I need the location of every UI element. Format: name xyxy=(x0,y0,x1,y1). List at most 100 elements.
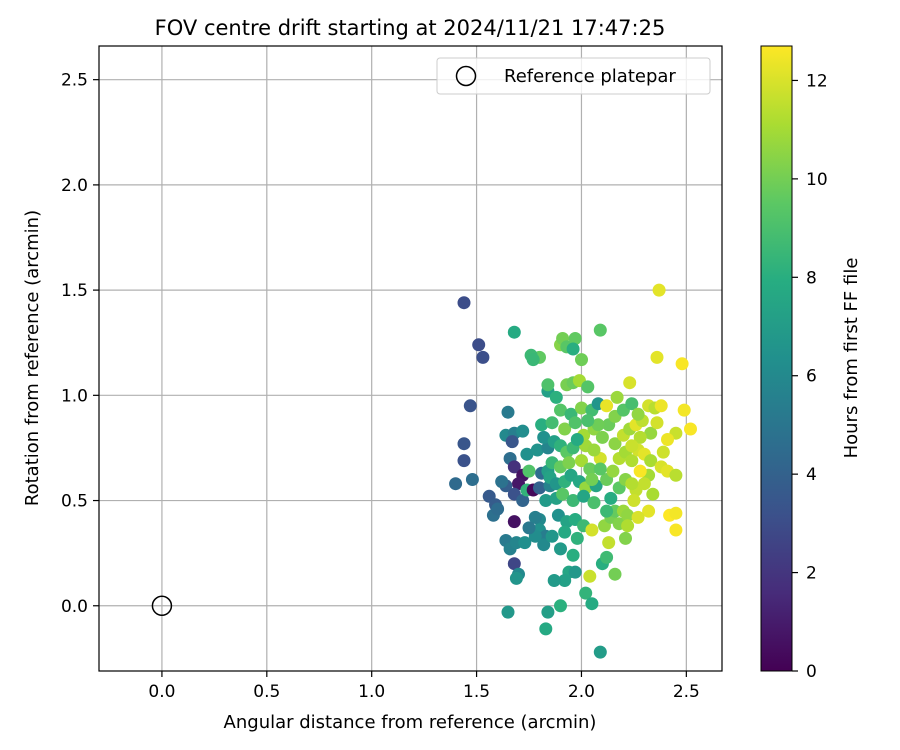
colorbar-tick-label: 2 xyxy=(806,564,817,584)
axes-frame xyxy=(98,45,723,672)
data-point xyxy=(583,462,597,476)
data-point xyxy=(566,342,580,356)
data-point xyxy=(669,468,683,482)
data-point xyxy=(577,489,591,503)
data-point xyxy=(457,454,471,468)
data-point xyxy=(581,414,595,428)
data-point xyxy=(501,605,515,619)
y-tick-label: 0.5 xyxy=(61,492,88,512)
legend-marker xyxy=(455,65,477,87)
data-point xyxy=(623,376,637,390)
data-point xyxy=(516,494,530,507)
data-point xyxy=(575,353,588,367)
legend: Reference platepar xyxy=(436,57,711,95)
data-point xyxy=(491,502,505,516)
data-point xyxy=(505,435,519,449)
legend-box xyxy=(436,57,711,95)
data-point xyxy=(627,494,641,507)
data-point xyxy=(537,538,551,552)
y-tick-label: 2.5 xyxy=(61,71,88,91)
y-axis-label: Rotation from reference (arcmin) xyxy=(22,210,43,506)
data-point xyxy=(579,586,593,600)
data-point xyxy=(677,403,691,417)
data-point xyxy=(650,350,664,364)
data-point xyxy=(501,405,515,419)
colorbar-tick-label: 10 xyxy=(806,170,828,190)
data-point xyxy=(507,515,521,529)
data-point xyxy=(541,378,555,392)
colorbar-tick-label: 8 xyxy=(806,268,817,288)
data-point xyxy=(558,574,572,587)
y-tick-label: 2.0 xyxy=(61,176,88,196)
data-point xyxy=(509,571,523,585)
data-point xyxy=(585,597,599,611)
x-tick-label: 1.0 xyxy=(358,682,385,702)
data-point xyxy=(587,496,601,510)
data-point xyxy=(457,437,471,451)
x-axis-ticks: 0.0 0.5 1.0 1.5 2.0 2.5 xyxy=(148,671,700,702)
data-point xyxy=(566,494,580,507)
reference-platepar-marker xyxy=(151,595,173,617)
data-point xyxy=(652,283,666,297)
x-tick-label: 1.5 xyxy=(463,682,490,702)
data-point xyxy=(595,430,609,444)
data-point xyxy=(619,531,632,545)
colorbar-tick-label: 4 xyxy=(806,465,817,485)
data-point xyxy=(585,473,599,486)
data-point xyxy=(495,475,509,489)
data-point xyxy=(625,477,639,491)
data-point xyxy=(581,380,595,394)
data-point xyxy=(476,350,490,364)
y-tick-label: 0.0 xyxy=(61,597,88,617)
data-point xyxy=(528,510,542,524)
data-point xyxy=(593,323,607,337)
data-point xyxy=(633,430,647,444)
data-point xyxy=(526,353,540,367)
data-point xyxy=(457,296,471,310)
data-point xyxy=(608,567,622,581)
data-point xyxy=(554,599,567,613)
data-point xyxy=(642,504,656,518)
data-point xyxy=(556,487,570,501)
data-point xyxy=(522,521,536,535)
data-point xyxy=(507,460,521,474)
data-point xyxy=(606,464,620,478)
data-point xyxy=(533,481,546,495)
data-point xyxy=(547,574,561,587)
grid-lines xyxy=(99,46,722,671)
data-point xyxy=(625,454,639,468)
x-tick-label: 0.0 xyxy=(148,682,175,702)
data-point xyxy=(507,325,521,339)
data-point xyxy=(669,523,683,537)
data-point xyxy=(522,464,536,478)
data-point xyxy=(585,523,599,537)
data-point xyxy=(545,416,559,430)
x-tick-label: 0.5 xyxy=(253,682,280,702)
data-points xyxy=(449,283,697,659)
data-point xyxy=(621,508,635,522)
data-point xyxy=(631,510,645,524)
data-point xyxy=(549,390,563,404)
data-point xyxy=(646,487,660,501)
data-point xyxy=(593,462,607,476)
data-point xyxy=(562,456,576,470)
data-point xyxy=(535,418,549,432)
data-point xyxy=(625,397,639,411)
colorbar xyxy=(760,45,793,672)
data-point xyxy=(539,494,553,507)
colorbar-tick-label: 0 xyxy=(806,662,817,682)
data-point xyxy=(518,536,532,550)
data-point xyxy=(600,550,614,564)
data-point xyxy=(570,531,584,545)
data-point xyxy=(568,332,582,345)
data-point xyxy=(566,548,580,562)
data-point xyxy=(520,447,534,461)
data-point xyxy=(537,430,551,444)
data-point xyxy=(633,464,647,478)
data-point xyxy=(600,399,614,413)
data-point xyxy=(650,416,664,430)
colorbar-label: Hours from first FF file xyxy=(841,258,862,459)
x-tick-label: 2.0 xyxy=(568,682,595,702)
